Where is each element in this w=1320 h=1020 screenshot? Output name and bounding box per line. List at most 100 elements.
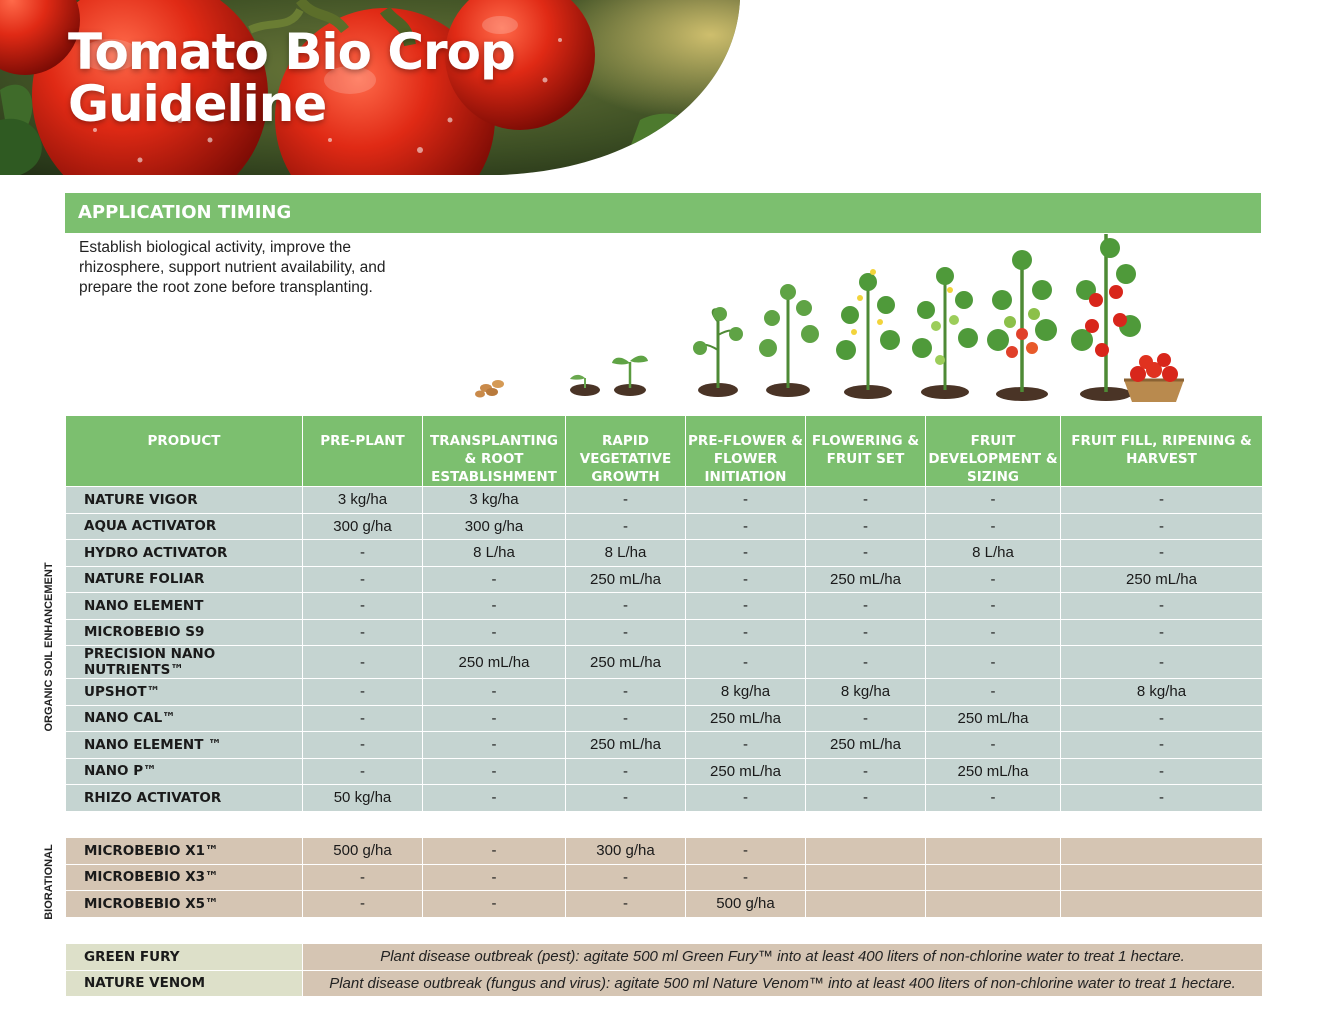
rate-cell: - bbox=[685, 539, 806, 567]
flowering-plant-icon bbox=[836, 267, 978, 399]
product-name: NATURE FOLIAR bbox=[65, 565, 303, 593]
product-name: NANO P™ bbox=[65, 757, 303, 785]
tomato-growth-stages-illustration bbox=[475, 234, 1184, 402]
product-name: AQUA ACTIVATOR bbox=[65, 512, 303, 540]
rate-cell: - bbox=[422, 890, 566, 918]
rate-cell: - bbox=[685, 486, 806, 514]
rate-cell: - bbox=[925, 645, 1061, 679]
rate-cell: - bbox=[565, 863, 686, 891]
rate-cell: - bbox=[565, 618, 686, 646]
rate-cell bbox=[925, 837, 1061, 865]
rate-cell: - bbox=[1060, 704, 1263, 732]
rate-cell: 8 L/ha bbox=[565, 539, 686, 567]
rate-cell: 250 mL/ha bbox=[805, 731, 926, 759]
rate-cell: - bbox=[805, 592, 926, 620]
application-note: Plant disease outbreak (fungus and virus… bbox=[302, 969, 1263, 997]
rate-cell: - bbox=[565, 512, 686, 540]
rate-cell: 250 mL/ha bbox=[565, 731, 686, 759]
harvest-basket-icon bbox=[1124, 353, 1184, 402]
sprout-icon bbox=[570, 355, 648, 396]
product-name: NANO CAL™ bbox=[65, 704, 303, 732]
table-row: MICROBEBIO S9- - - - - - - bbox=[65, 618, 1263, 646]
table-row: RHIZO ACTIVATOR 50 kg/ha - - - - - - bbox=[65, 784, 1263, 812]
rate-cell: 8 L/ha bbox=[422, 539, 566, 567]
table-row: AQUA ACTIVATOR 300 g/ha 300 g/ha - - - - - bbox=[65, 512, 1263, 540]
group-spacer bbox=[65, 810, 1263, 838]
rate-cell: - bbox=[805, 784, 926, 812]
table-row: HYDRO ACTIVATOR -8 L/ha 8 L/ha - -8 L/ha - bbox=[65, 539, 1263, 567]
table-row: NANO ELEMENT ™ - -250 mL/ha -250 mL/ha - - bbox=[65, 731, 1263, 759]
product-name: PRECISION NANO NUTRIENTS™ bbox=[65, 645, 303, 679]
rate-cell: 8 kg/ha bbox=[805, 678, 926, 706]
table-row: UPSHOT™ - - -8 kg/ha 8 kg/ha -8 kg/ha bbox=[65, 678, 1263, 706]
rate-cell: 300 g/ha bbox=[565, 837, 686, 865]
rate-cell: - bbox=[565, 486, 686, 514]
rate-cell: 300 g/ha bbox=[422, 512, 566, 540]
rate-cell bbox=[1060, 837, 1263, 865]
rate-cell: 50 kg/ha bbox=[302, 784, 423, 812]
rate-cell bbox=[1060, 890, 1263, 918]
rate-cell: 250 mL/ha bbox=[422, 645, 566, 679]
hero-banner: Tomato Bio Crop Guideline bbox=[0, 0, 1320, 175]
rate-cell: - bbox=[422, 757, 566, 785]
group-label-organic: ORGANIC SOIL ENHANCEMENT bbox=[43, 562, 55, 732]
application-note: Plant disease outbreak (pest): agitate 5… bbox=[302, 943, 1263, 971]
rate-cell: - bbox=[422, 678, 566, 706]
rate-cell: - bbox=[565, 784, 686, 812]
note-row: GREEN FURY Plant disease outbreak (pest):… bbox=[65, 943, 1263, 971]
rate-cell: 3 kg/ha bbox=[422, 486, 566, 514]
rate-cell: 250 mL/ha bbox=[925, 757, 1061, 785]
rate-cell: - bbox=[925, 486, 1061, 514]
note-row: NATURE VENOM Plant disease outbreak (fung… bbox=[65, 969, 1263, 997]
title-line-2: Guideline bbox=[68, 75, 327, 133]
rate-cell bbox=[1060, 863, 1263, 891]
column-header-pre-flower: PRE-FLOWER & FLOWER INITIATION bbox=[685, 415, 806, 487]
rate-cell: - bbox=[805, 757, 926, 785]
rate-cell: - bbox=[1060, 784, 1263, 812]
rate-cell: - bbox=[925, 592, 1061, 620]
application-timing-table: PRODUCT PRE-PLANT TRANSPLANTING & ROOT E… bbox=[65, 415, 1263, 997]
rate-cell: - bbox=[925, 618, 1061, 646]
rate-cell bbox=[925, 890, 1061, 918]
rate-cell: - bbox=[1060, 757, 1263, 785]
rate-cell: - bbox=[805, 512, 926, 540]
table-row: NANO P™ - - -250 mL/ha -250 mL/ha - bbox=[65, 757, 1263, 785]
rate-cell: 500 g/ha bbox=[302, 837, 423, 865]
rate-cell: 3 kg/ha bbox=[302, 486, 423, 514]
group-spacer bbox=[65, 916, 1263, 944]
table-row: MICROBEBIO X5™ - - -500 g/ha bbox=[65, 890, 1263, 918]
rate-cell: - bbox=[685, 731, 806, 759]
rate-cell: - bbox=[422, 837, 566, 865]
rate-cell: 250 mL/ha bbox=[925, 704, 1061, 732]
page-title: Tomato Bio Crop Guideline bbox=[68, 26, 516, 133]
seeds-icon bbox=[475, 380, 504, 398]
rate-cell: 250 mL/ha bbox=[1060, 565, 1263, 593]
rate-cell: - bbox=[925, 565, 1061, 593]
rate-cell: - bbox=[1060, 592, 1263, 620]
rate-cell bbox=[925, 863, 1061, 891]
rate-cell: - bbox=[422, 618, 566, 646]
rate-cell: - bbox=[422, 592, 566, 620]
rate-cell: - bbox=[1060, 618, 1263, 646]
rate-cell: - bbox=[1060, 731, 1263, 759]
rate-cell: - bbox=[805, 539, 926, 567]
rate-cell: - bbox=[302, 592, 423, 620]
table-row: MICROBEBIO X1™ 500 g/ha -300 g/ha - bbox=[65, 837, 1263, 865]
rate-cell: - bbox=[422, 731, 566, 759]
rate-cell: - bbox=[685, 863, 806, 891]
table-row: NATURE FOLIAR - -250 mL/ha -250 mL/ha -250 m… bbox=[65, 565, 1263, 593]
rate-cell: - bbox=[1060, 486, 1263, 514]
product-name: RHIZO ACTIVATOR bbox=[65, 784, 303, 812]
product-name: GREEN FURY bbox=[65, 943, 303, 971]
spacer-cell bbox=[65, 810, 1263, 838]
rate-cell: - bbox=[685, 592, 806, 620]
fruiting-plant-icon bbox=[987, 234, 1141, 401]
group-label-biorational: BIORATIONAL bbox=[43, 844, 55, 920]
rate-cell: - bbox=[302, 704, 423, 732]
rate-cell: 8 kg/ha bbox=[685, 678, 806, 706]
rate-cell: 250 mL/ha bbox=[565, 645, 686, 679]
table-row: NANO CAL™ - - -250 mL/ha -250 mL/ha - bbox=[65, 704, 1263, 732]
column-header-fruit-development: FRUIT DEVELOPMENT & SIZING bbox=[925, 415, 1061, 487]
product-name: MICROBEBIO X3™ bbox=[65, 863, 303, 891]
rate-cell: - bbox=[685, 837, 806, 865]
